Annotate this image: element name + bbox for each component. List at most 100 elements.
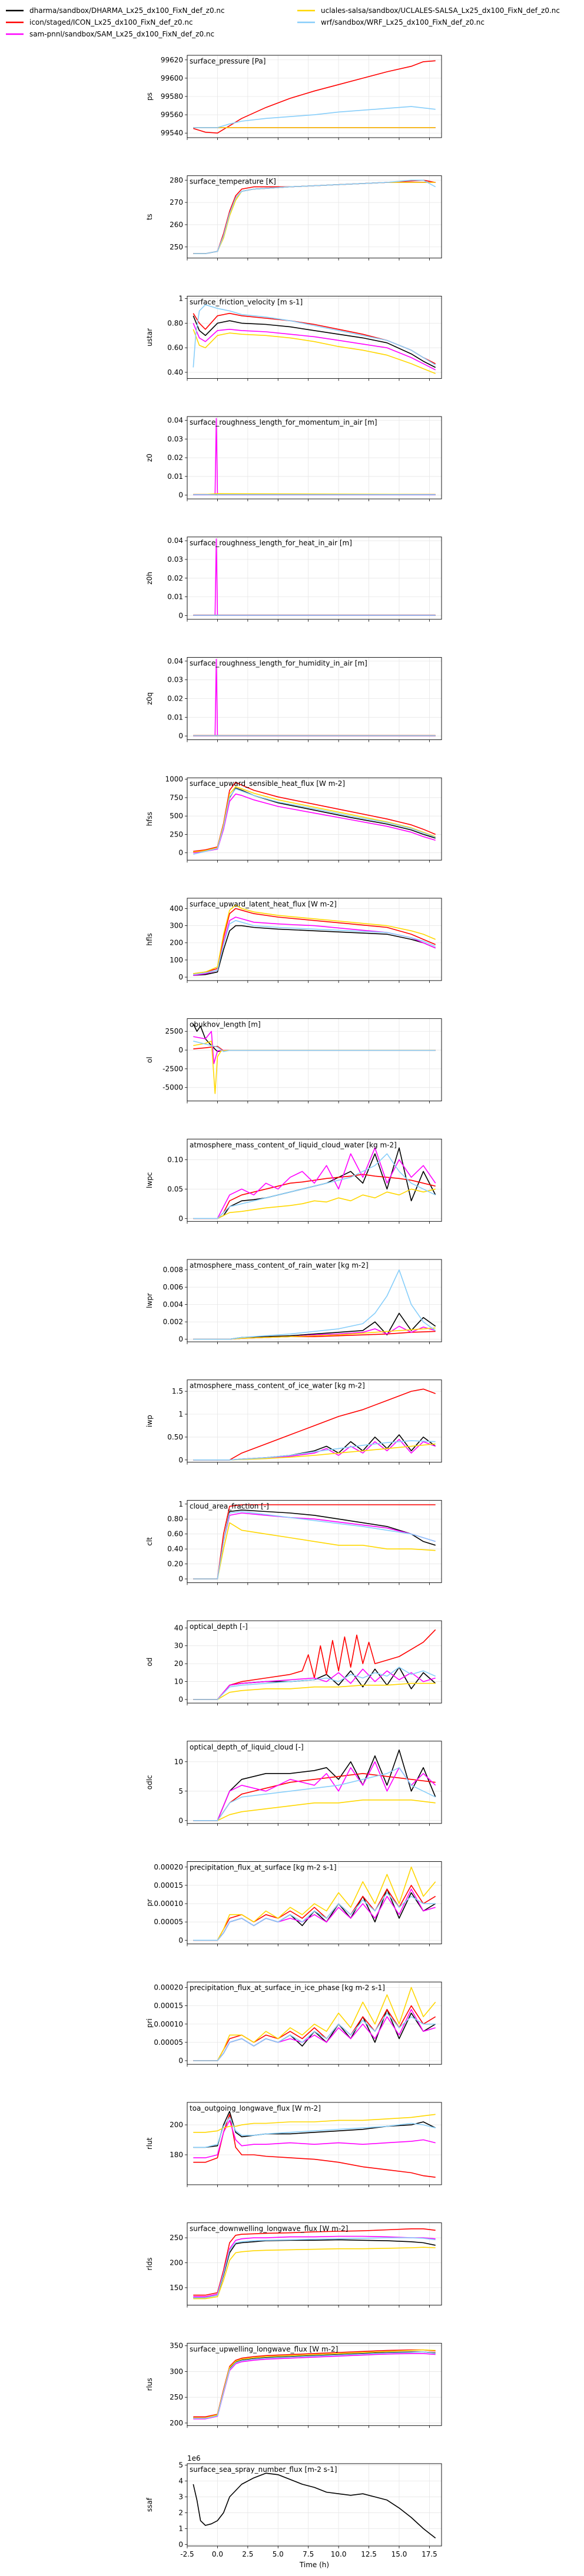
panel-title: surface_friction_velocity [m s-1]: [190, 298, 303, 306]
panel-title: cloud_area_fraction [-]: [190, 1502, 269, 1510]
y-tick-label: 1.5: [172, 1387, 183, 1395]
y-tick-label: 0.80: [167, 1515, 183, 1523]
axes-frame: [187, 2463, 442, 2547]
series-line-uclales: [193, 1188, 436, 1219]
panel: 180 200 toa_outgoing_longwave_flux [W m-2]…: [145, 2102, 442, 2187]
panel: 0 0.50 1 1.5 atmosphere_mass_content_of_ice_…: [145, 1379, 442, 1465]
y-tick-label: 30: [174, 1642, 183, 1650]
y-tick-label: 0.02: [167, 454, 183, 462]
series-lines: [193, 2472, 436, 2539]
series-lines: [193, 304, 436, 374]
series-line-uclales: [193, 1867, 436, 1941]
series-lines: [193, 904, 436, 976]
y-tick-label: 200: [170, 2258, 183, 2267]
y-axis-label: odlc: [145, 1775, 154, 1789]
y-axis-label: ps: [145, 92, 154, 101]
series-lines: [193, 418, 436, 495]
x-tick-label: 0.0: [212, 2550, 223, 2558]
y-axis-label: rlus: [145, 2378, 154, 2391]
x-tick-label: 7.5: [303, 2550, 314, 2558]
y-tick-label: 180: [170, 2151, 183, 2159]
y-tick-label: 0: [178, 491, 183, 499]
y-tick-label: 0.006: [163, 1283, 183, 1291]
series-line-wrf: [193, 179, 436, 254]
series-lines: [193, 1749, 436, 1821]
y-tick-label: 0.01: [167, 593, 183, 601]
y-tick-label: 2: [178, 2508, 183, 2517]
y-tick-label: 200: [170, 939, 183, 947]
y-tick-label: 99540: [161, 129, 183, 137]
panel-title: surface_downwelling_longwave_flux [W m-2…: [190, 2225, 348, 2233]
y-axis-label: rlut: [145, 2137, 154, 2150]
axes-frame: [187, 898, 442, 981]
y-tick-label: 270: [170, 198, 183, 206]
y-tick-label: 99600: [161, 74, 183, 82]
y-axis-label: z0: [145, 454, 154, 462]
y-tick-label: 300: [170, 922, 183, 930]
axes-frame: [187, 2102, 442, 2185]
legend-label: icon/staged/ICON_Lx25_dx100_FixN_def_z0.…: [29, 18, 193, 26]
series-line-dharma: [193, 925, 436, 976]
legend-label: dharma/sandbox/DHARMA_Lx25_dx100_FixN_de…: [29, 6, 225, 15]
y-tick-label: 4: [178, 2477, 183, 2485]
y-axis-label: ol: [145, 1057, 154, 1063]
x-tick-label: 17.5: [422, 2550, 437, 2558]
series-line-uclales: [193, 1327, 436, 1340]
panel: -5000 -2500 0 2500 obukhov_length [m] ol: [145, 1018, 442, 1104]
panel-title: obukhov_length [m]: [190, 1021, 261, 1029]
y-tick-label: 0: [178, 1046, 183, 1054]
x-tick-label: 5.0: [273, 2550, 284, 2558]
series-line-icon: [193, 1629, 436, 1700]
y-axis-label: pr: [145, 1899, 154, 1907]
axes-frame: [187, 1499, 442, 1583]
y-tick-label: 0: [178, 1214, 183, 1222]
y-tick-label: 0.50: [167, 1433, 183, 1441]
y-tick-label: 0.40: [167, 1545, 183, 1553]
series-line-icon: [193, 1388, 436, 1461]
y-tick-label: 0.02: [167, 695, 183, 703]
axes-frame: [187, 1259, 442, 1342]
panel: 0 0.05 0.10 atmosphere_mass_content_of_liqu…: [145, 1138, 442, 1224]
y-tick-label: 0.03: [167, 555, 183, 564]
y-offset-label: 1e6: [187, 2454, 201, 2462]
series-line-sam: [193, 1147, 436, 1219]
y-tick-label: 40: [174, 1624, 183, 1632]
y-tick-label: 100: [170, 956, 183, 964]
y-tick-label: 1: [178, 1410, 183, 1418]
series-line-dharma: [193, 315, 436, 368]
y-tick-label: 0.02: [167, 574, 183, 582]
y-tick-label: 0.03: [167, 435, 183, 443]
series-line-wrf: [193, 1041, 436, 1052]
series-line-wrf: [193, 2117, 436, 2148]
axes-frame: [187, 2222, 442, 2306]
y-tick-label: 250: [170, 830, 183, 838]
y-tick-label: 10: [174, 1678, 183, 1686]
y-axis-label: iwp: [145, 1415, 154, 1427]
y-tick-label: 0: [178, 2057, 183, 2065]
panel: 0 0.01 0.02 0.03 0.04 surface_roughness_lengt…: [145, 416, 442, 502]
y-tick-label: 0.01: [167, 713, 183, 721]
axes-frame: [187, 777, 442, 861]
series-lines: [193, 658, 436, 737]
panel-title: precipitation_flux_at_surface_in_ice_pha…: [190, 1984, 385, 1992]
series-line-icon: [193, 2228, 436, 2296]
y-axis-label: rlds: [145, 2258, 154, 2271]
series-lines: [193, 538, 436, 616]
y-tick-label: -5000: [162, 1084, 183, 1092]
y-tick-label: 99580: [161, 92, 183, 101]
y-tick-label: 0: [178, 1456, 183, 1464]
series-line-uclales: [193, 329, 436, 374]
y-tick-label: 0: [178, 1936, 183, 1944]
y-axis-label: z0h: [145, 572, 154, 585]
y-tick-label: 1000: [165, 775, 183, 784]
y-tick-label: 0.002: [163, 1318, 183, 1326]
y-tick-label: 0.00005: [154, 2038, 183, 2047]
y-tick-label: 280: [170, 176, 183, 184]
y-tick-label: 400: [170, 904, 183, 912]
y-tick-label: 150: [170, 2284, 183, 2292]
panel: 0 1 2 3 4 5 1e6 surface_sea_spray_number_flux […: [145, 2454, 442, 2548]
panel: 150 200 250 surface_downwelling_longwave_fl…: [145, 2222, 442, 2308]
y-tick-label: 3: [178, 2493, 183, 2501]
panel-title: surface_upwelling_longwave_flux [W m-2]: [190, 2345, 338, 2353]
panel-title: precipitation_flux_at_surface [kg m-2 s-…: [190, 1864, 337, 1872]
